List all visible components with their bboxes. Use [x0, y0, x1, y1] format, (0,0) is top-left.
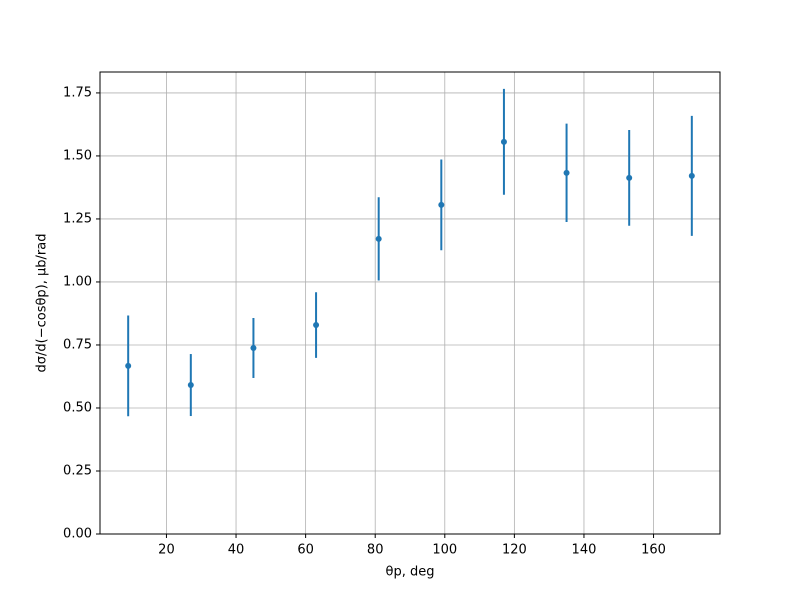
x-tick-label: 80: [367, 543, 384, 558]
x-tick-label: 100: [432, 543, 457, 558]
data-point: [125, 362, 132, 369]
data-point: [626, 174, 633, 181]
data-point: [187, 382, 194, 389]
x-tick-label: 20: [158, 543, 175, 558]
data-point: [375, 235, 382, 242]
data-point: [438, 201, 445, 208]
data-point: [688, 172, 695, 179]
x-tick-label: 120: [502, 543, 527, 558]
data-point: [250, 344, 257, 351]
data-point: [563, 169, 570, 176]
x-tick-label: 140: [572, 543, 597, 558]
y-tick-label: 1.50: [63, 148, 92, 163]
y-tick-label: 1.75: [63, 85, 92, 100]
y-tick-label: 1.25: [63, 211, 92, 226]
data-point: [313, 322, 320, 329]
y-tick-label: 1.00: [63, 274, 92, 289]
y-tick-label: 0.50: [63, 400, 92, 415]
marks: [125, 88, 695, 417]
y-tick-label: 0.75: [63, 337, 92, 352]
y-tick-label: 0.00: [63, 527, 92, 542]
plot-frame: [99, 71, 721, 535]
y-tick-label: 0.25: [63, 463, 92, 478]
data-point: [500, 138, 507, 145]
grid: [100, 72, 720, 535]
y-axis-label: dσ/d(−cosθp), μb/rad: [35, 234, 50, 373]
x-tick-label: 60: [297, 543, 314, 558]
x-tick-label: 160: [641, 543, 666, 558]
x-tick-label: 40: [228, 543, 245, 558]
x-axis-label: θp, deg: [386, 565, 435, 580]
